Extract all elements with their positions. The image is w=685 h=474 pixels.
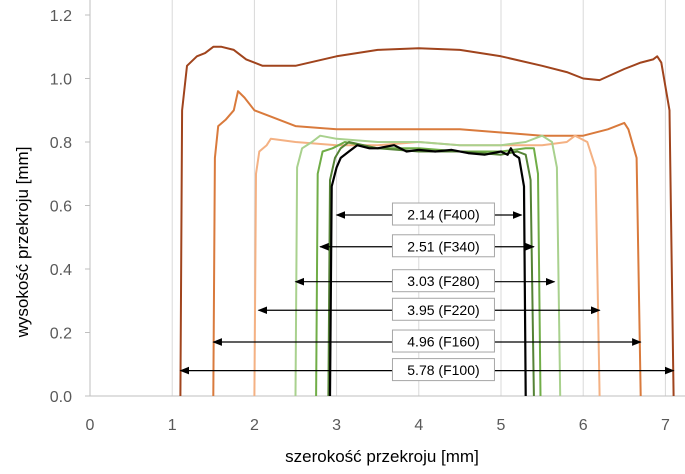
x-axis-title: szerokość przekroju [mm] xyxy=(285,447,479,466)
series-line-4 xyxy=(315,141,542,397)
series-lines xyxy=(179,45,675,397)
x-tick-label-3: 3 xyxy=(332,417,341,434)
annotation-label-4: 4.96 (F160) xyxy=(407,334,479,350)
width-annotations: 2.14 (F400) 2.51 (F340) 3.03 (F280) 3.95 (F… xyxy=(179,202,675,382)
annotation-box-3 xyxy=(391,297,495,321)
series-line-0 xyxy=(179,45,675,397)
annotation-label-0: 2.14 (F400) xyxy=(407,207,479,223)
y-tick-label-2: 0.4 xyxy=(50,262,72,279)
y-tick-label-6: 1.2 xyxy=(50,8,72,25)
y-axis-title: wysokość przekroju [mm] xyxy=(13,147,32,339)
y-tick-label-3: 0.6 xyxy=(50,199,72,216)
x-tick-label-1: 1 xyxy=(168,417,177,434)
annotation-box-1 xyxy=(391,234,495,258)
x-tick-label-6: 6 xyxy=(579,417,588,434)
x-tick-label-4: 4 xyxy=(414,417,423,434)
grid xyxy=(171,0,666,396)
tick-labels: 0.0 0.2 0.4 0.6 0.8 1.0 1.2 0 1 2 3 4 5 6 7 xyxy=(50,8,670,434)
x-tick-label-2: 2 xyxy=(250,417,259,434)
x-tick-label-5: 5 xyxy=(497,417,506,434)
annotation-box-2 xyxy=(391,269,495,293)
series-line-1 xyxy=(212,90,642,397)
x-tick-label-0: 0 xyxy=(86,417,95,434)
y-tick-label-5: 1.0 xyxy=(50,72,72,89)
series-line-3 xyxy=(294,134,562,397)
annotation-box-5 xyxy=(391,358,495,382)
x-tick-label-7: 7 xyxy=(661,417,670,434)
annotation-label-3: 3.95 (F220) xyxy=(407,302,479,318)
annotation-label-2: 3.03 (F280) xyxy=(407,273,479,289)
y-tick-label-4: 0.8 xyxy=(50,135,72,152)
series-line-6 xyxy=(328,144,527,397)
annotation-box-4 xyxy=(391,329,495,353)
series-line-5 xyxy=(327,141,535,397)
annotation-label-1: 2.51 (F340) xyxy=(407,238,479,254)
axes xyxy=(85,0,685,397)
annotation-box-0 xyxy=(391,202,495,226)
y-tick-label-0: 0.0 xyxy=(50,389,72,406)
annotation-label-5: 5.78 (F100) xyxy=(407,362,479,378)
y-tick-label-1: 0.2 xyxy=(50,326,72,343)
